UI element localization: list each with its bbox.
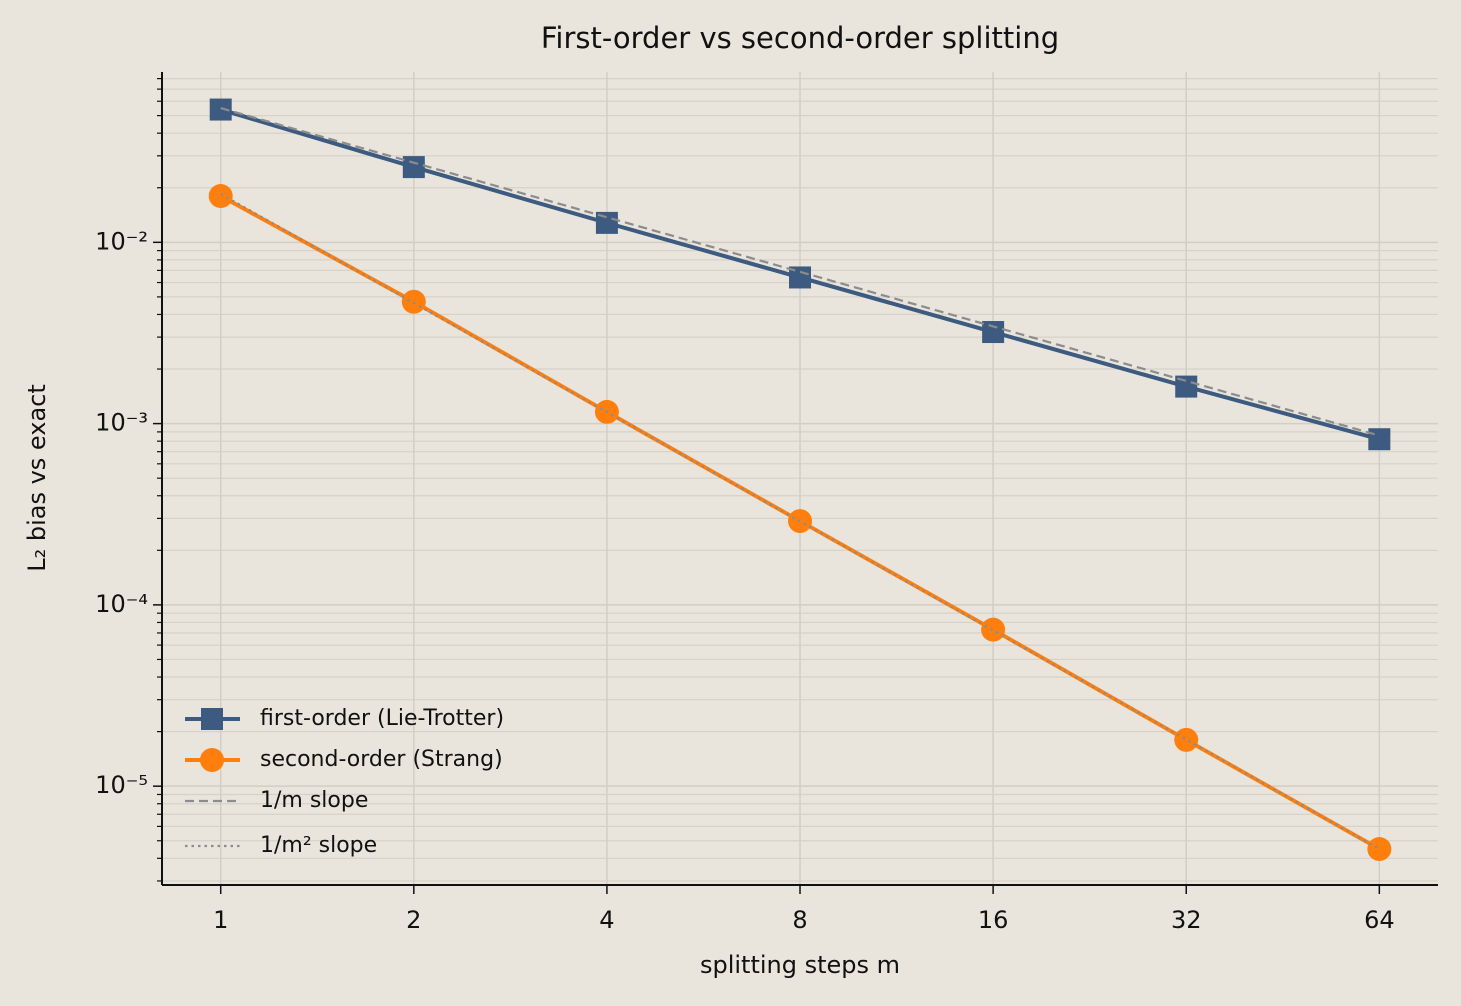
marker: [1174, 727, 1199, 752]
legend-marker: [201, 708, 223, 730]
x-tick-label: 1: [213, 906, 228, 934]
x-tick-label: 2: [406, 906, 421, 934]
x-tick-label: 16: [978, 906, 1009, 934]
marker: [1175, 375, 1198, 398]
y-axis-label: L₂ bias vs exact: [23, 384, 51, 572]
legend-marker: [200, 748, 224, 772]
x-tick-label: 8: [792, 906, 807, 934]
marker: [1368, 428, 1391, 451]
x-tick-label: 4: [599, 906, 614, 934]
y-tick-label: 10⁻³: [95, 409, 148, 437]
marker: [401, 289, 426, 314]
legend-label: 1/m² slope: [260, 833, 377, 858]
series-line: [220, 192, 1380, 850]
marker: [402, 156, 425, 179]
marker: [789, 266, 812, 289]
legend-label: first-order (Lie-Trotter): [260, 706, 504, 731]
series-line: [220, 107, 1380, 437]
legend: first-order (Lie-Trotter) second-order (S…: [185, 706, 504, 858]
y-tick-label: 10⁻²: [95, 227, 148, 255]
marker: [208, 184, 233, 209]
x-tick-label: 64: [1364, 906, 1395, 934]
x-tick-label: 32: [1171, 906, 1202, 934]
marker: [1367, 837, 1392, 862]
marker: [982, 321, 1005, 344]
y-tick-label: 10⁻⁵: [95, 771, 148, 799]
legend-label: 1/m slope: [260, 788, 368, 813]
marker: [209, 98, 232, 121]
marker: [981, 617, 1006, 642]
chart-title: First-order vs second-order splitting: [541, 21, 1059, 55]
legend-label: second-order (Strang): [260, 747, 503, 772]
marker: [595, 211, 618, 234]
y-tick-label: 10⁻⁴: [95, 590, 148, 618]
x-axis-label: splitting steps m: [700, 951, 900, 979]
